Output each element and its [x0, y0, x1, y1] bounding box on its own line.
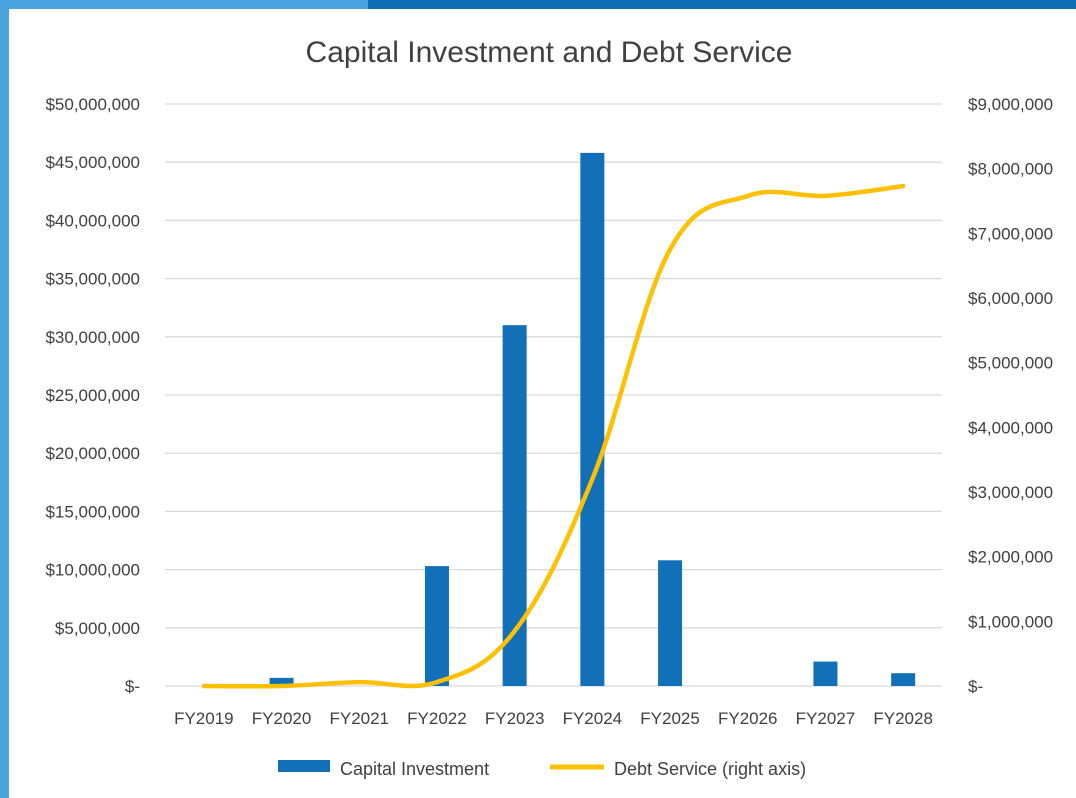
left-tick-label: $50,000,000: [45, 95, 140, 114]
right-tick-label: $7,000,000: [968, 224, 1053, 243]
bar-fy2022: [424, 566, 449, 686]
left-tick-label: $5,000,000: [55, 619, 140, 638]
frame-top-stripe-light: [0, 0, 368, 9]
x-axis-labels: FY2019 FY2020 FY2021 FY2022 FY2023 FY2024 FY20…: [174, 709, 933, 728]
bar-fy2020: [269, 677, 294, 686]
x-tick-label: FY2021: [329, 709, 389, 728]
x-tick-label: FY2025: [640, 709, 700, 728]
x-tick-label: FY2023: [485, 709, 545, 728]
x-tick-label: FY2024: [563, 709, 623, 728]
x-tick-label: FY2019: [174, 709, 234, 728]
legend: Capital Investment Debt Service (right a…: [278, 759, 806, 779]
debt-service-line-path: [201, 183, 906, 689]
right-tick-label: $1,000,000: [968, 612, 1053, 631]
right-tick-label: $4,000,000: [968, 418, 1053, 437]
x-tick-label: FY2022: [407, 709, 467, 728]
left-tick-label: $15,000,000: [45, 502, 140, 521]
right-axis-ticks: $- $1,000,000 $2,000,000 $3,000,000 $4,000,0…: [968, 95, 1053, 696]
right-tick-label: $5,000,000: [968, 354, 1053, 373]
left-tick-label: $10,000,000: [45, 561, 140, 580]
frame-top-stripe-dark: [368, 0, 1076, 9]
right-tick-label: $9,000,000: [968, 95, 1053, 114]
debt-service-line: [201, 183, 906, 689]
legend-label-capital-investment: Capital Investment: [340, 759, 489, 779]
legend-label-debt-service: Debt Service (right axis): [614, 759, 806, 779]
left-tick-label: $30,000,000: [45, 328, 140, 347]
legend-swatch-capital-investment: [278, 760, 330, 772]
bar-fy2025: [658, 560, 683, 686]
bar-fy2028: [891, 673, 916, 686]
x-tick-label: FY2028: [873, 709, 933, 728]
x-tick-label: FY2026: [718, 709, 778, 728]
left-axis-ticks: $- $5,000,000 $10,000,000 $15,000,000 $20,00…: [45, 95, 140, 696]
frame-left-stripe: [0, 0, 9, 798]
bar-fy2027: [813, 661, 838, 686]
left-tick-label: $20,000,000: [45, 444, 140, 463]
right-tick-label: $-: [968, 677, 983, 696]
left-tick-label: $35,000,000: [45, 270, 140, 289]
x-tick-label: FY2027: [796, 709, 856, 728]
bar-fy2024: [580, 152, 605, 686]
right-tick-label: $2,000,000: [968, 548, 1053, 567]
left-tick-label: $45,000,000: [45, 153, 140, 172]
right-tick-label: $8,000,000: [968, 160, 1053, 179]
gridlines: [165, 103, 942, 687]
right-tick-label: $3,000,000: [968, 483, 1053, 502]
left-tick-label: $-: [125, 677, 140, 696]
chart-title: Capital Investment and Debt Service: [306, 36, 793, 69]
bar-fy2023: [502, 325, 527, 686]
left-tick-label: $40,000,000: [45, 211, 140, 230]
left-tick-label: $25,000,000: [45, 386, 140, 405]
x-tick-label: FY2020: [252, 709, 312, 728]
right-tick-label: $6,000,000: [968, 289, 1053, 308]
capital-investment-bars: [269, 152, 916, 686]
